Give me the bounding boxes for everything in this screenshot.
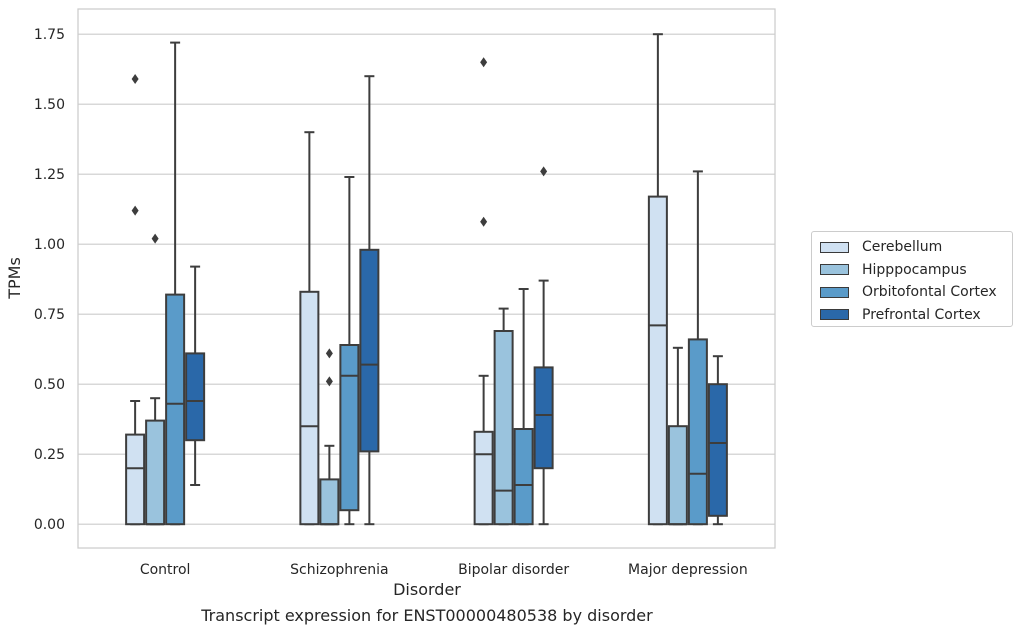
x-tick-label: Schizophrenia [290,562,388,578]
box-orbitofontal-cortex [687,170,708,526]
box [359,248,380,453]
legend-label: Prefrontal Cortex [862,306,981,323]
box [667,425,688,526]
box-hipppocampus [493,307,514,526]
outlier-point [131,205,139,216]
y-tick-label: 0.25 [34,447,65,463]
box [533,366,554,470]
outlier-point [151,233,159,244]
legend-item: Prefrontal Cortex [820,304,1004,327]
legend-item: Cerebellum [820,236,1004,259]
box-prefrontal-cortex [533,166,554,526]
box [145,419,166,526]
x-tick-label: Bipolar disorder [458,562,569,578]
box [687,338,708,526]
y-tick-label: 1.75 [34,27,65,43]
box [647,195,668,526]
y-tick-label: 1.50 [34,97,65,113]
box [493,330,514,526]
box-cerebellum [647,33,668,526]
box-orbitofontal-cortex [513,288,534,526]
outlier-point [131,74,139,84]
chart-caption: Transcript expression for ENST0000048053… [201,606,653,625]
legend-swatch [820,264,849,276]
box [125,433,146,526]
box [339,344,360,512]
legend-item: Hipppocampus [820,259,1004,282]
x-tick-label: Major depression [628,562,748,578]
box [319,478,340,526]
x-tick-label: Control [140,562,191,578]
legend-label: Cerebellum [862,239,943,256]
outlier-point [480,57,488,68]
box-hipppocampus [319,348,340,526]
y-tick-label: 1.25 [34,167,65,183]
box-cerebellum [299,131,320,526]
legend-swatch [820,286,849,298]
x-axis-label: Disorder [393,580,461,599]
box-hipppocampus [145,233,166,526]
y-axis-label: TPMs [5,257,24,300]
box-orbitofontal-cortex [339,176,360,526]
outlier-point [540,166,548,177]
box-hipppocampus [667,346,688,526]
box-prefrontal-cortex [359,75,380,526]
legend-swatch [820,309,849,321]
y-tick-label: 1.00 [34,237,65,253]
box-cerebellum [125,74,146,526]
legend-label: Orbitofontal Cortex [862,284,997,301]
box [707,383,728,517]
box [513,428,534,526]
box-prefrontal-cortex [185,265,206,486]
outlier-point [325,348,333,359]
box [473,430,494,526]
box-orbitofontal-cortex [165,41,186,526]
box [165,293,186,526]
legend-item: Orbitofontal Cortex [820,281,1004,304]
legend-swatch [820,241,849,253]
y-tick-label: 0.50 [34,377,65,393]
box [185,352,206,442]
box-prefrontal-cortex [707,355,728,526]
outlier-point [325,376,333,387]
legend: Cerebellum Hipppocampus Orbitofontal Corte… [811,231,1013,327]
box-cerebellum [473,57,494,526]
y-tick-label: 0.00 [34,517,65,533]
outlier-point [480,216,488,227]
legend-label: Hipppocampus [862,261,967,278]
box [299,290,320,526]
y-tick-label: 0.75 [34,307,65,323]
